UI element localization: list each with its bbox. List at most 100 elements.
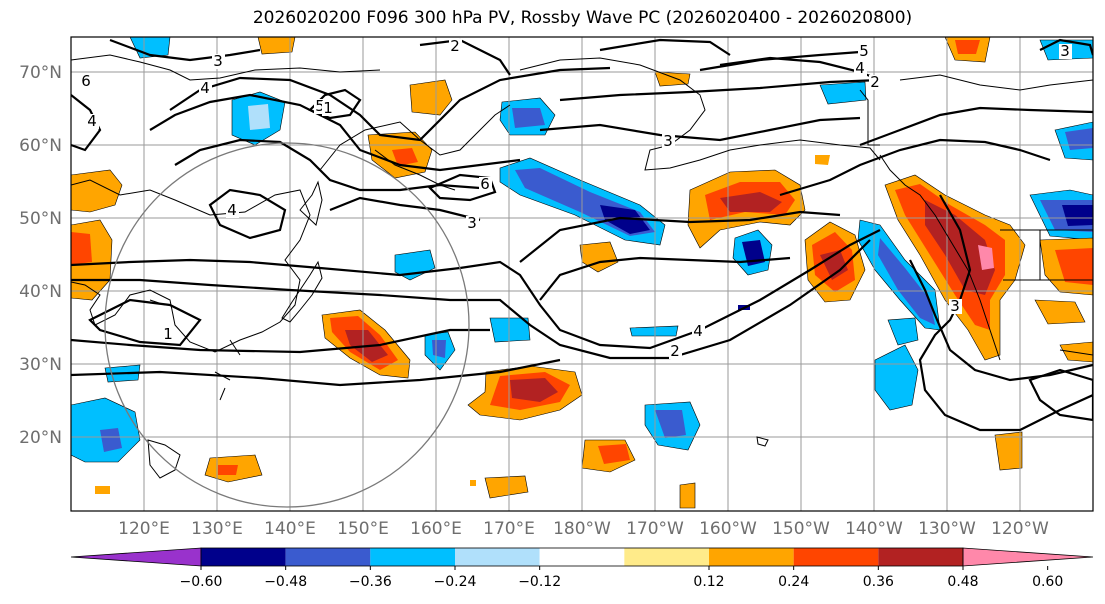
positive-anomaly xyxy=(720,192,782,212)
contour-label-bg xyxy=(662,134,675,149)
negative-anomaly xyxy=(100,428,122,452)
longitude-labels: 120°E 130°E 140°E 150°E 160°E 170°E 180°W 170°W… xyxy=(118,519,1049,539)
colorbar-tick-label: −0.60 xyxy=(180,574,223,590)
colorbar-tick-label: 0.24 xyxy=(778,574,809,590)
positive-anomaly xyxy=(409,79,453,116)
positive-anomaly xyxy=(978,245,994,270)
positive-anomaly xyxy=(598,444,630,464)
lon-label: 140°E xyxy=(264,519,316,539)
contour-label: 3 xyxy=(1060,42,1070,60)
negative-anomaly xyxy=(655,410,686,438)
contour-label: 5 xyxy=(859,42,869,60)
contour-label: 3 xyxy=(213,52,223,70)
positive-anomaly xyxy=(1055,248,1093,285)
positive-anomaly xyxy=(95,486,110,494)
contour-label: 4 xyxy=(200,79,210,97)
contour-label-bg xyxy=(226,203,239,218)
contour-label-bg xyxy=(80,74,93,89)
colorbar-tick-label: −0.12 xyxy=(518,574,561,590)
contour-label-bg xyxy=(162,327,175,342)
negative-anomaly xyxy=(248,104,270,130)
colorbar-segment xyxy=(624,548,709,566)
lat-label: 40°N xyxy=(19,282,62,302)
colorbar-segment xyxy=(370,548,455,566)
colorbar-segment xyxy=(793,548,879,566)
positive-anomaly xyxy=(679,482,696,509)
positive-anomaly xyxy=(994,431,1023,471)
lon-label: 130°E xyxy=(191,519,243,539)
positive-anomaly xyxy=(71,232,92,265)
colorbar-tick-label: 0.36 xyxy=(863,574,894,590)
contour-label: 2 xyxy=(670,342,680,360)
contour-label: 5 xyxy=(315,97,325,115)
lon-label: 150°E xyxy=(337,519,389,539)
contour-label: 4 xyxy=(87,112,97,130)
positive-anomaly xyxy=(392,148,418,166)
positive-anomaly xyxy=(484,475,529,499)
positive-anomaly xyxy=(955,40,980,54)
contour-label-bg xyxy=(466,216,479,231)
lon-label: 140°W xyxy=(845,519,903,539)
contour-label-bg xyxy=(854,61,867,76)
colorbar-segment xyxy=(709,548,794,566)
pv-anomaly-fills xyxy=(71,37,1093,509)
lon-label: 130°W xyxy=(918,519,976,539)
negative-anomaly xyxy=(887,317,919,346)
colorbar-tick-label: 0.48 xyxy=(947,574,978,590)
lon-label: 150°W xyxy=(772,519,830,539)
negative-anomaly xyxy=(489,317,531,343)
negative-anomaly xyxy=(878,238,935,325)
lat-label: 50°N xyxy=(19,209,62,229)
colorbar-extend-min xyxy=(70,547,202,567)
colorbar-segment xyxy=(285,548,371,566)
contour-label-bg xyxy=(212,54,225,69)
lon-label: 170°E xyxy=(483,519,535,539)
positive-anomaly xyxy=(71,169,123,213)
colorbar-segment xyxy=(539,548,625,566)
positive-anomaly xyxy=(1034,299,1086,325)
positive-anomaly xyxy=(654,71,691,87)
colorbar-extend-max xyxy=(962,547,1094,567)
colorbar-tick-label: −0.48 xyxy=(264,574,307,590)
positive-anomaly xyxy=(925,200,995,295)
lon-label: 120°E xyxy=(118,519,170,539)
contour-label-bg xyxy=(858,44,871,59)
colorbar-segment xyxy=(878,548,963,566)
colorbar: −0.60 −0.48 −0.36 −0.24 −0.12 0.12 0.24 0.36 0.4… xyxy=(70,547,1094,590)
contour-label-bg xyxy=(1059,44,1072,59)
map-title: 2026020200 F096 300 hPa PV, Rossby Wave … xyxy=(252,8,913,28)
contour-label-bg xyxy=(322,101,335,116)
negative-anomaly xyxy=(819,81,867,105)
colorbar-tick-label: 0.60 xyxy=(1032,574,1063,590)
colorbar-tick-label: −0.36 xyxy=(349,574,392,590)
positive-anomaly xyxy=(218,465,238,475)
contour-label-bg xyxy=(949,299,962,314)
colorbar-segment xyxy=(455,548,540,566)
contour-label: 4 xyxy=(227,201,237,219)
contour-label-bg xyxy=(479,177,492,192)
lat-label: 70°N xyxy=(19,63,62,83)
contour-label-bg xyxy=(86,114,99,129)
lon-label: 160°E xyxy=(410,519,462,539)
lat-label: 60°N xyxy=(19,136,62,156)
map-frame xyxy=(70,36,1094,512)
positive-anomaly xyxy=(470,480,476,486)
graticule xyxy=(71,37,1093,511)
lon-label: 160°W xyxy=(699,519,757,539)
contour-label: 6 xyxy=(81,72,91,90)
negative-anomaly xyxy=(512,108,545,128)
lat-label: 30°N xyxy=(19,355,62,375)
contour-label: 3 xyxy=(467,214,477,232)
contour-label-bg xyxy=(669,344,682,359)
colorbar-outline xyxy=(200,547,964,567)
coastlines xyxy=(71,54,1093,479)
colorbar-tick-label: 0.12 xyxy=(693,574,724,590)
contour-label: 3 xyxy=(663,132,673,150)
latitude-labels: 70°N 60°N 50°N 40°N 30°N 20°N xyxy=(19,63,62,448)
pv-contours xyxy=(71,38,1093,432)
negative-anomaly xyxy=(600,205,650,234)
contour-label: 1 xyxy=(323,99,333,117)
negative-anomaly xyxy=(874,344,919,411)
